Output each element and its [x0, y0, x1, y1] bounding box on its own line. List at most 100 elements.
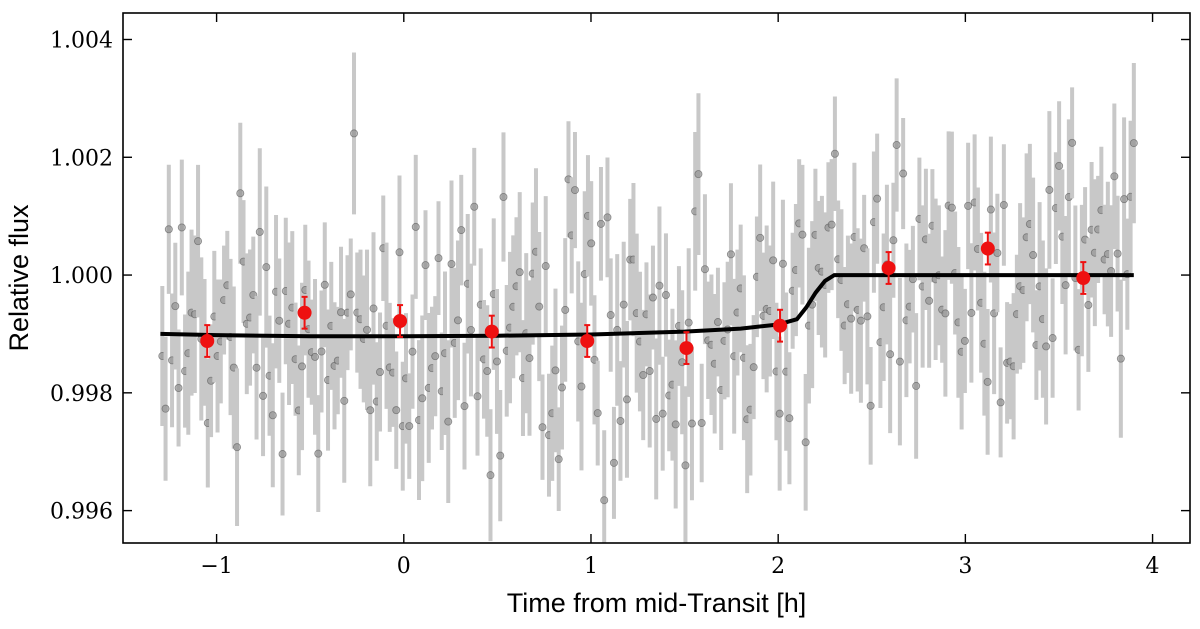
unbinned-point: [541, 196, 550, 336]
y-tick-label: 1.002: [50, 146, 113, 171]
binned-point: [1076, 261, 1091, 295]
unbinned-point: [671, 340, 680, 509]
transit-model-curve: [160, 273, 1134, 339]
unbinned-point: [645, 294, 654, 448]
y-tick-label: 1.004: [50, 29, 113, 54]
y-tick-label: 0.998: [50, 382, 113, 407]
unbinned-point: [1055, 101, 1064, 231]
unbinned-point: [538, 374, 547, 480]
x-axis-title: Time from mid-Transit [h]: [507, 588, 807, 618]
unbinned-point: [889, 182, 898, 298]
unbinned-point: [700, 194, 709, 345]
x-tick-label: 3: [958, 554, 972, 579]
binned-point: [393, 304, 408, 338]
binned-point: [980, 231, 995, 266]
unbinned-point: [895, 277, 904, 446]
unbinned-point: [684, 248, 693, 397]
unbinned-point: [1068, 87, 1077, 199]
unbinned-point: [275, 258, 284, 383]
unbinned-point: [366, 334, 375, 487]
unbinned-point: [554, 407, 563, 512]
unbinned-point: [749, 315, 758, 420]
binned-point: [773, 308, 788, 343]
unbinned-point: [622, 320, 631, 478]
unbinned-point: [1129, 62, 1138, 224]
unbinned-point: [912, 313, 921, 459]
unbinned-point: [194, 164, 203, 318]
y-tick-label: 1.000: [50, 264, 113, 289]
x-tick-label: −1: [200, 554, 232, 579]
unbinned-point: [434, 201, 443, 316]
unbinned-point: [863, 248, 872, 385]
unbinned-point: [1113, 195, 1122, 312]
unbinned-point: [967, 243, 976, 383]
unbinned-point: [486, 409, 495, 542]
unbinned-point: [775, 336, 784, 491]
unbinned-point: [960, 288, 969, 393]
unbinned-point: [1045, 111, 1054, 269]
unbinned-point: [801, 373, 810, 511]
unbinned-point: [593, 360, 602, 466]
unbinned-point: [925, 233, 934, 368]
unbinned-point: [515, 192, 524, 353]
unbinned-point: [496, 389, 505, 522]
unbinned-point: [658, 356, 667, 471]
unbinned-point: [1116, 279, 1125, 438]
unbinned-point: [866, 346, 875, 465]
unbinned-point: [655, 206, 664, 365]
unbinned-point: [369, 232, 378, 385]
unbinned-point: [941, 230, 950, 397]
unbinned-point: [1107, 205, 1116, 337]
unbinned-data-points: [158, 52, 1138, 543]
unbinned-point: [847, 243, 856, 394]
unbinned-point: [1120, 117, 1129, 281]
unbinned-point: [395, 175, 404, 330]
unbinned-point: [827, 159, 836, 291]
unbinned-point: [466, 263, 475, 397]
unbinned-point: [1061, 215, 1070, 355]
unbinned-point: [525, 280, 534, 436]
unbinned-point: [236, 122, 245, 264]
unbinned-point: [908, 225, 917, 333]
unbinned-point: [769, 181, 778, 340]
unbinned-point: [999, 144, 1008, 266]
unbinned-point: [681, 386, 690, 543]
unbinned-point: [470, 147, 479, 266]
x-tick-label: 4: [1146, 554, 1160, 579]
unbinned-point: [350, 52, 359, 215]
unbinned-point: [453, 240, 462, 401]
unbinned-point: [661, 233, 670, 357]
unbinned-point: [652, 338, 661, 500]
unbinned-point: [259, 335, 268, 457]
unbinned-point: [899, 117, 908, 230]
unbinned-point: [460, 342, 469, 470]
binned-point: [881, 251, 896, 285]
unbinned-point: [340, 318, 349, 483]
unbinned-point: [278, 392, 287, 516]
unbinned-point: [262, 186, 271, 348]
x-axis-ticks: −1 0 1 2 3 4: [200, 13, 1160, 579]
y-tick-label: 0.996: [50, 500, 113, 525]
unbinned-point: [587, 181, 596, 306]
unbinned-point: [964, 142, 973, 270]
unbinned-point: [1042, 268, 1051, 425]
unbinned-point: [418, 315, 427, 482]
unbinned-point: [856, 238, 865, 403]
unbinned-point: [996, 347, 1005, 458]
unbinned-point: [255, 148, 264, 316]
unbinned-point: [798, 164, 807, 305]
unbinned-point: [687, 346, 696, 501]
unbinned-point: [314, 395, 323, 513]
x-tick-label: 2: [771, 554, 785, 579]
unbinned-point: [535, 232, 544, 382]
unbinned-point: [609, 406, 618, 519]
unbinned-point: [756, 164, 765, 312]
unbinned-point: [551, 288, 560, 453]
unbinned-point: [431, 296, 440, 417]
unbinned-point: [392, 351, 401, 469]
unbinned-point: [694, 93, 703, 256]
unbinned-point: [616, 361, 625, 481]
unbinned-point: [873, 133, 882, 264]
unbinned-point: [457, 174, 466, 286]
unbinned-point: [421, 210, 430, 320]
